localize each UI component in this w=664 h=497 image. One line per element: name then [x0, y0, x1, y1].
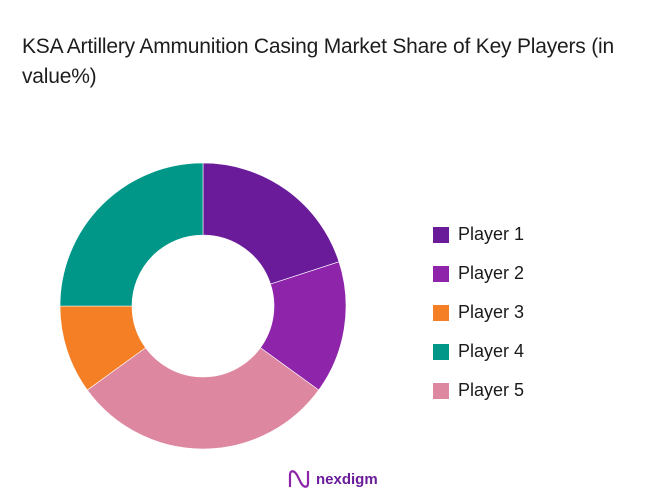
legend-label: Player 1 — [458, 224, 525, 244]
legend-swatch — [433, 382, 449, 399]
legend-item-player-1: Player 1 — [433, 215, 524, 254]
legend-swatch — [433, 265, 449, 282]
legend-label: Player 4 — [458, 341, 525, 361]
brand-name: nexdigm — [316, 470, 378, 488]
legend-swatch — [433, 226, 449, 243]
brand-logo: nexdigm — [288, 469, 378, 489]
legend-swatch — [433, 304, 449, 321]
legend-label: Player 3 — [458, 302, 525, 322]
legend-item-player-3: Player 3 — [433, 293, 524, 332]
legend-swatch — [433, 343, 449, 360]
donut-slices — [59, 162, 347, 450]
slice-player-1 — [202, 162, 340, 285]
legend-item-player-2: Player 2 — [433, 254, 524, 293]
legend-label: Player 2 — [458, 263, 525, 283]
legend-item-player-4: Player 4 — [433, 332, 524, 371]
legend: Player 1 Player 2 Player 3 Player 4 Play… — [433, 215, 524, 410]
nexdigm-logo-icon — [288, 470, 310, 488]
legend-label: Player 5 — [458, 380, 525, 400]
chart-title: KSA Artillery Ammunition Casing Market S… — [22, 35, 614, 88]
slice-player-5 — [86, 347, 320, 450]
slice-player-4 — [59, 162, 204, 307]
legend-item-player-5: Player 5 — [433, 371, 524, 410]
